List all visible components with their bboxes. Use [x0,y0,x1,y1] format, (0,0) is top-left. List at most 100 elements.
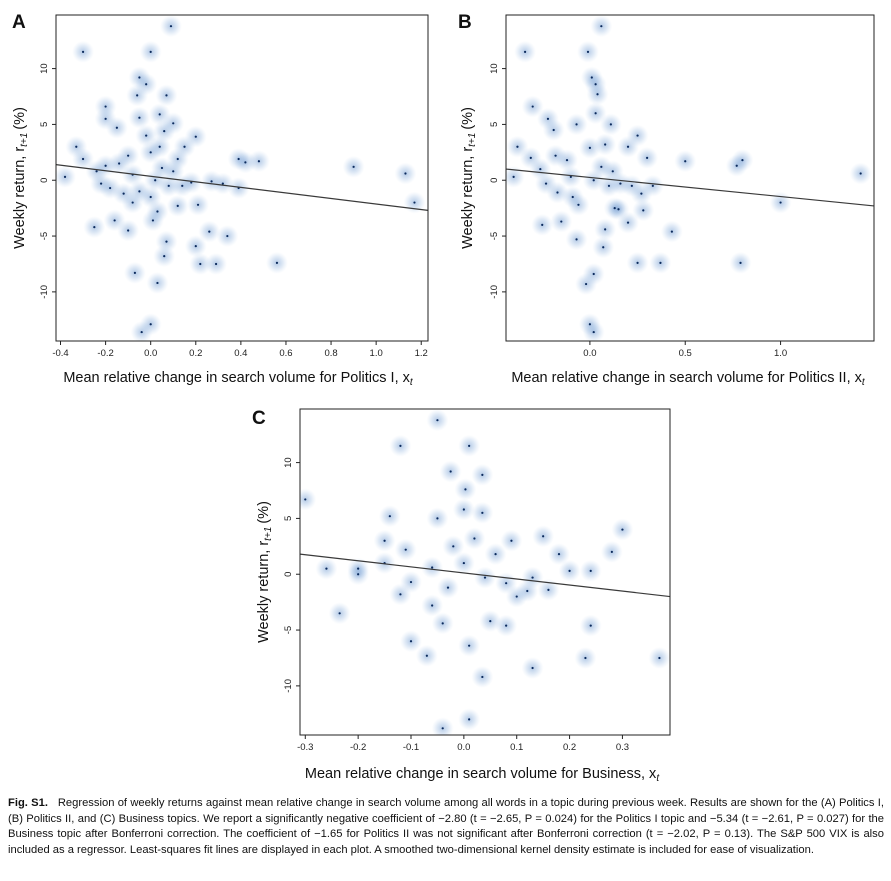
x-tick-label-b: 0.5 [679,348,692,359]
data-point-c [404,548,407,551]
data-point-c [383,539,386,542]
data-point-b [735,164,738,167]
data-point-a [413,201,416,204]
data-point-b [565,159,569,162]
density-blob-c [431,717,454,735]
data-point-c [441,727,444,730]
x-tick-label-a: 0.0 [144,348,157,359]
data-point-a [131,201,134,204]
x-tick-label-c: 0.2 [563,742,576,753]
data-point-c [449,470,452,473]
data-point-b [600,25,603,28]
data-point-a [169,25,173,28]
density-layer-a [56,15,426,341]
x-tick-label-b: 1.0 [774,348,787,359]
data-point-b [594,112,597,115]
data-point-a [115,126,118,129]
data-point-c [462,561,465,565]
data-point-b [594,83,597,86]
data-point-a [140,330,143,334]
data-point-a [75,145,78,148]
caption-label: Fig. S1. [8,797,48,809]
data-point-b [577,203,580,206]
data-point-c [464,488,467,491]
data-point-a [163,130,166,133]
data-point-b [596,93,599,96]
fit-line-c [299,553,671,598]
data-point-c [481,675,484,679]
y-tick-label-b: 0 [489,178,500,183]
data-point-c [468,644,471,647]
data-point-a [81,50,85,53]
density-blob-c [300,488,317,511]
x-tick-label-a: 0.8 [324,348,337,359]
data-point-b [630,184,633,187]
density-blob-b [506,165,525,188]
x-tick-label-a: 1.0 [370,348,383,359]
data-point-c [452,545,455,548]
data-point-a [113,219,116,222]
data-point-a [149,323,152,326]
data-point-b [670,230,673,233]
data-point-a [104,117,107,120]
data-point-b [592,272,595,276]
data-point-b [619,182,622,185]
y-tick-label-c: -5 [283,626,294,634]
data-point-b [569,175,572,178]
x-axis-title-c: Mean relative change in search volume fo… [305,766,660,784]
data-point-c [468,444,471,447]
data-point-c [431,566,434,569]
data-point-a [156,281,159,285]
data-point-b [571,195,574,199]
data-point-b [575,123,578,126]
data-point-a [118,162,121,165]
data-point-a [127,154,130,157]
data-point-c [505,624,508,627]
data-point-b [544,182,548,185]
data-point-a [149,151,152,154]
y-tick-label-b: 5 [489,122,500,127]
data-point-c [547,588,550,591]
data-point-a [210,180,213,183]
data-point-b [604,143,607,146]
data-point-c [399,444,402,447]
x-tick-label-c: 0.3 [616,742,629,753]
data-point-b [636,261,639,264]
data-point-b [636,134,639,137]
data-point-a [145,83,148,86]
data-point-a [63,175,67,178]
data-point-a [221,182,224,185]
y-axis-b: -10 -5 0 5 10 [489,63,506,299]
fit-line-b [505,168,875,207]
fit-line-a [55,164,429,211]
data-point-a [160,166,164,170]
data-point-b [626,221,630,224]
data-point-a [104,105,107,108]
data-point-a [138,76,141,79]
y-tick-label-c: -10 [283,679,294,693]
data-point-a [352,165,355,168]
data-point-a [237,157,240,161]
data-point-a [163,255,166,258]
data-point-b [607,184,611,187]
data-point-b [541,223,544,226]
data-point-c [589,569,592,572]
x-tick-label-b: 0.0 [583,348,596,359]
data-point-b [588,323,591,326]
y-axis-a: -10 -5 0 5 10 [39,63,56,299]
panel-label-a: A [12,12,26,33]
x-axis-c: -0.3 -0.2 -0.1 0.0 0.1 0.2 0.3 [297,735,629,753]
data-point-b [531,105,534,108]
x-tick-label-c: -0.1 [403,742,419,753]
data-point-a [176,204,179,208]
data-point-c [473,537,476,540]
data-point-a [158,145,161,148]
data-point-b [592,179,595,182]
data-point-b [604,228,607,231]
data-point-c [462,508,465,511]
data-point-c [468,718,471,721]
data-point-b [529,156,532,160]
data-point-a [149,50,152,53]
data-point-c [325,567,328,570]
data-point-c [531,576,534,579]
